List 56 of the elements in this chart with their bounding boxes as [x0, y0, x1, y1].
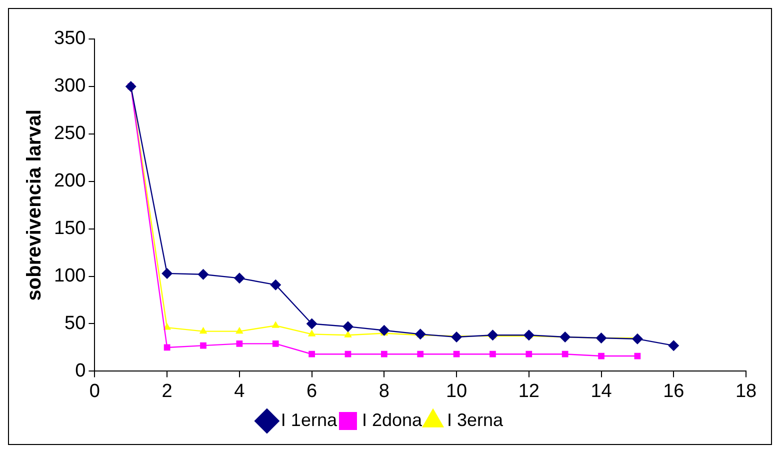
point: [632, 333, 643, 344]
point: [236, 326, 244, 334]
x-tick-label: 6: [306, 380, 318, 402]
x-tick-label: 14: [590, 380, 612, 402]
point: [523, 330, 534, 341]
y-tick-label: 250: [54, 123, 86, 144]
y-tick-label: 150: [54, 218, 86, 240]
point: [162, 268, 173, 279]
point: [526, 350, 532, 358]
point: [598, 352, 604, 360]
point: [378, 324, 390, 336]
point: [125, 80, 136, 92]
y-tick-label: 300: [54, 76, 86, 97]
point: [308, 330, 316, 336]
x-tick-label: 16: [663, 380, 684, 402]
x-tick-label: 10: [446, 380, 468, 402]
y-axis-title: sobrevivencia larval: [24, 109, 46, 301]
legend-label: I 3erna: [447, 410, 504, 430]
point: [163, 323, 171, 330]
point: [344, 330, 352, 338]
x-tick-label: 8: [378, 380, 390, 402]
point: [200, 342, 206, 349]
x-tick-label: 2: [162, 380, 172, 402]
point: [234, 272, 245, 284]
legend-label: I 2dona: [362, 410, 424, 430]
point: [270, 279, 282, 290]
x-tick-label: 12: [518, 380, 540, 402]
point: [344, 350, 352, 358]
point: [562, 350, 568, 358]
point: [199, 326, 208, 334]
y-tick-label: 0: [75, 360, 86, 382]
point: [490, 350, 496, 358]
y-tick-label: 350: [54, 28, 86, 50]
point: [308, 350, 315, 358]
x-tick-label: 4: [234, 380, 246, 402]
point: [596, 332, 607, 344]
point: [272, 340, 279, 347]
point: [198, 268, 209, 280]
point: [487, 330, 498, 341]
point: [236, 340, 243, 347]
point: [560, 332, 571, 343]
point: [453, 350, 460, 358]
y-tick-label: 50: [64, 312, 86, 334]
point: [668, 340, 680, 352]
point: [306, 318, 318, 330]
x-tick-label: 0: [89, 380, 100, 402]
point: [417, 350, 424, 358]
point: [451, 332, 462, 343]
legend-label: I 1erna: [280, 410, 338, 430]
y-tick-label: 100: [54, 266, 86, 287]
point: [272, 321, 280, 328]
x-tick-label: 18: [735, 380, 757, 402]
point: [414, 328, 426, 340]
y-tick-label: 200: [54, 170, 86, 192]
point: [342, 321, 354, 332]
point: [380, 350, 388, 358]
